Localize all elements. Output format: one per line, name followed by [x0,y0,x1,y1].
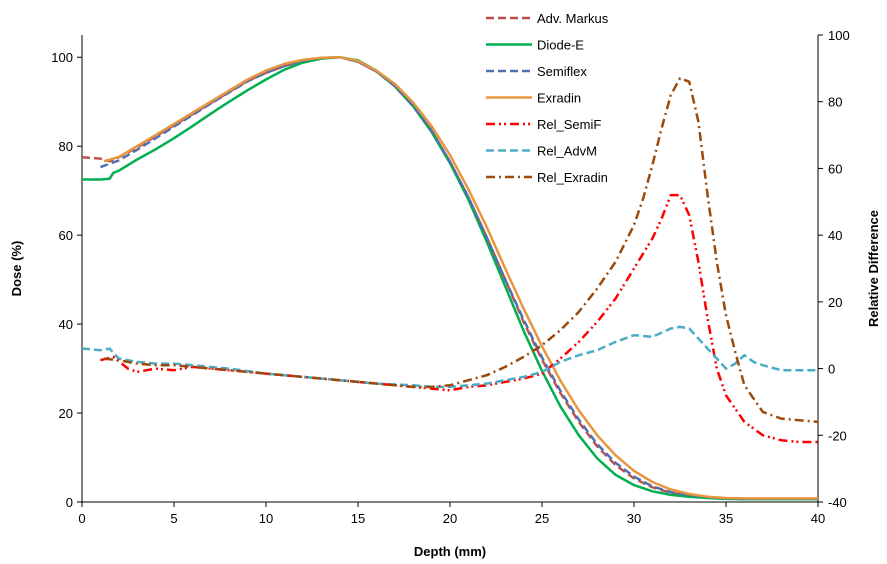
series-line-rel-advm [81,325,818,389]
y2-tick-label: 80 [828,95,842,110]
y2-tick-label: 100 [828,28,850,43]
y2-tick-label: -20 [828,428,847,443]
y2-tick-label: -40 [828,495,847,510]
y-tick-label: 80 [59,139,73,154]
series-line-adv-markus [81,55,818,501]
y2-tick-label: 20 [828,295,842,310]
y2-tick-label: 40 [828,228,842,243]
series-line-rel-exradin [103,77,819,424]
series-line-semiflex [99,55,818,501]
x-axis-title: Depth (mm) [414,544,486,559]
legend-label: Diode-E [537,38,584,53]
legend-label: Rel_AdvM [537,144,597,159]
series-line-diode-e [82,55,818,501]
legend: Adv. Markus Diode-E Semiflex Exradin Rel_Sem… [486,11,609,185]
x-tick-label: 15 [351,511,365,526]
series-lines [81,55,819,501]
x-tick-label: 25 [535,511,549,526]
x-tick-label: 30 [627,511,641,526]
x-tick-label: 20 [443,511,457,526]
x-tick-label: 10 [259,511,273,526]
y2-tick-label: 0 [828,362,835,377]
legend-label: Semiflex [537,64,587,79]
y-tick-label: 20 [59,406,73,421]
series-line-rel-semif [100,193,818,444]
axes: 0 5 10 15 20 25 30 35 40 0 20 40 60 80 100 -40 -20 0 20 40 6… [51,28,849,526]
legend-label: Adv. Markus [537,11,609,26]
y-tick-label: 40 [59,317,73,332]
y-axis-title: Dose (%) [9,241,24,297]
y2-tick-label: 60 [828,161,842,176]
legend-label: Rel_SemiF [537,117,601,132]
x-tick-label: 35 [719,511,733,526]
x-tick-label: 5 [170,511,177,526]
y-tick-label: 100 [51,50,73,65]
legend-label: Exradin [537,91,581,106]
legend-label: Rel_Exradin [537,170,608,185]
y-tick-label: 0 [66,495,73,510]
x-tick-label: 40 [811,511,825,526]
series-line-exradin [103,55,818,500]
y2-axis-title: Relative Difference [866,210,881,327]
x-tick-label: 0 [78,511,85,526]
y-tick-label: 60 [59,228,73,243]
